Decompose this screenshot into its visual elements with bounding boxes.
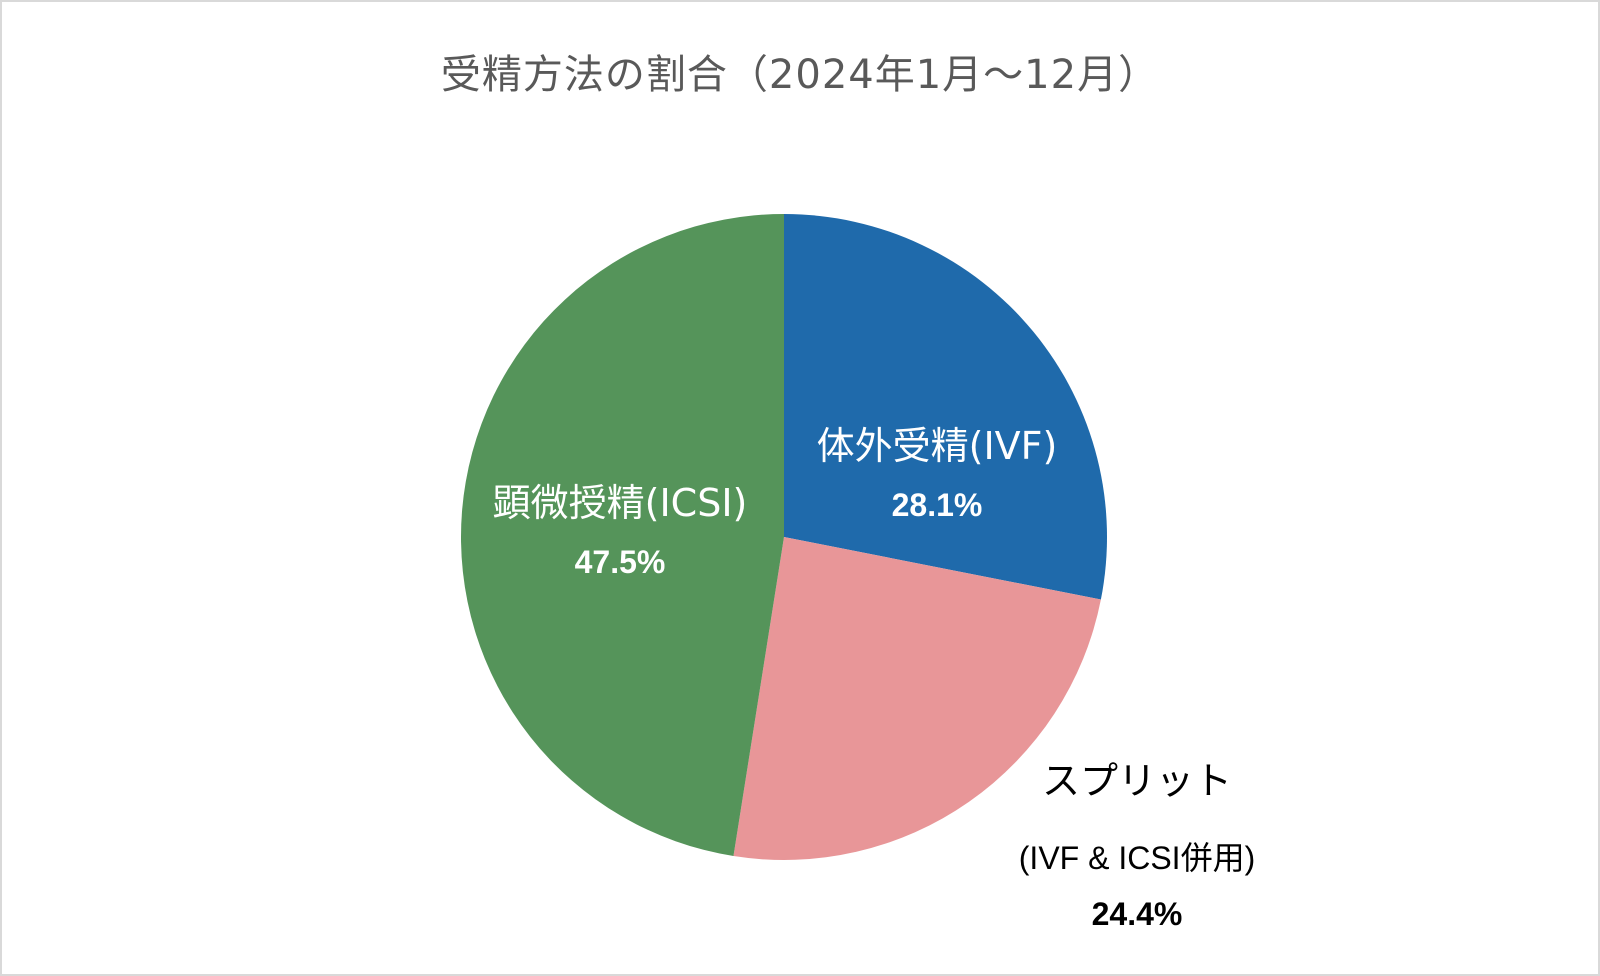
pie-slice-1 [784,214,1107,600]
slice-label-name: スプリット [1041,759,1232,803]
pie-slice-2 [733,537,1101,860]
slice-label-1: 体外受精(IVF) 28.1% [817,427,1058,521]
slice-label-name: 体外受精(IVF) [816,424,1058,468]
slice-label-value: 28.1% [891,487,983,523]
pie-slice-3 [461,214,784,857]
chart-title: 受精方法の割合（2024年1月～12月） [440,52,1160,98]
slice-label-name: 顕微授精(ICSI) [492,481,748,525]
slice-label-value: 24.4% [1091,896,1183,932]
slice-label-3: 顕微授精(ICSI) 47.5% [493,484,748,578]
slice-label-value: 47.5% [574,544,666,580]
slice-label-sublabel: (IVF & ICSI併用) [1018,840,1256,876]
slice-label-2: スプリット (IVF & ICSI併用) 24.4% [1019,762,1255,930]
